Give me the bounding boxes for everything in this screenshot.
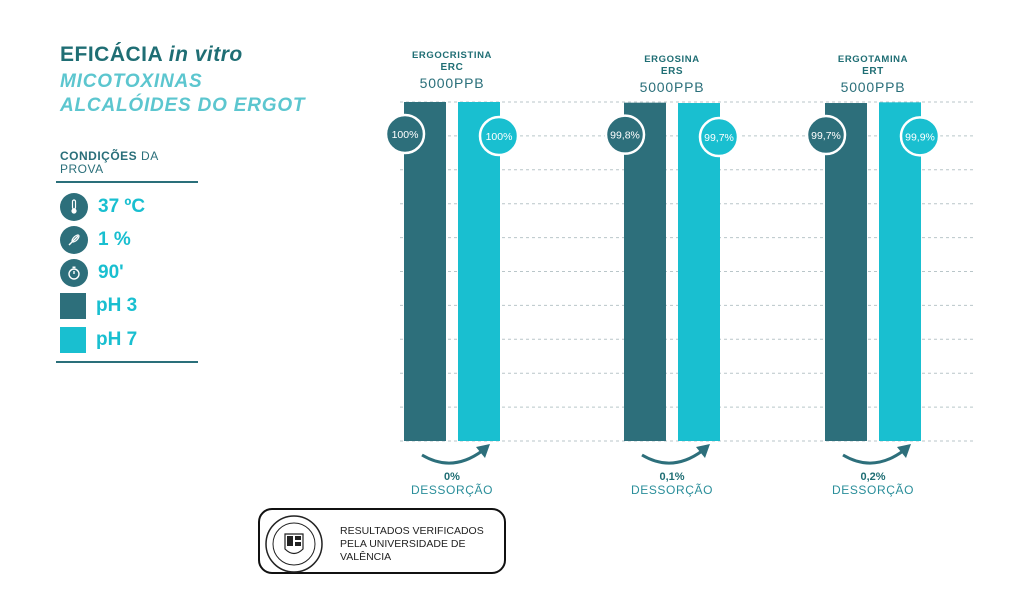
legend-ph3: pH 3: [60, 293, 137, 319]
category-code: ERC: [441, 62, 464, 73]
condition-concentration: 1 %: [60, 226, 131, 254]
legend-ph3-swatch: [60, 293, 86, 319]
condition-temperature-label: 37 ºC: [98, 196, 146, 217]
bar-ph3: [624, 102, 666, 441]
desorption-value: 0,2%: [860, 471, 885, 483]
stopwatch-icon: [60, 259, 88, 287]
value-bubble: [805, 114, 847, 156]
data-label: 99,7%: [811, 130, 841, 142]
subtitle-line-2: ALCALÓIDES DO ERGOT: [60, 95, 306, 116]
desorption-label: DESSORÇÃO: [631, 483, 713, 497]
arrow-curve: [421, 449, 483, 465]
data-label: 99,8%: [610, 130, 640, 142]
legend-ph7: pH 7: [60, 327, 137, 353]
conditions-heading-rest: DA PROVA: [60, 149, 159, 176]
value-bubble: [899, 116, 941, 157]
legend-ph7-label: pH 7: [96, 329, 138, 350]
conditions-heading-bold: CONDIÇÕES: [60, 149, 138, 163]
arrow-head: [897, 444, 911, 458]
arrow-head: [696, 444, 710, 458]
category-code: ERS: [661, 66, 683, 77]
value-bubble: [478, 115, 520, 157]
category-dose: 5000PPB: [841, 79, 906, 95]
desorption-value: 0,1%: [659, 471, 684, 483]
value-bubble: [384, 113, 426, 155]
desorption-label: DESSORÇÃO: [832, 483, 914, 497]
page-subtitle: MICOTOXINAS ALCALÓIDES DO ERGOT: [60, 70, 305, 118]
verification-text: RESULTADOS VERIFICADOS PELA UNIVERSIDADE…: [340, 525, 484, 563]
page-title: EFICÁCIA in vitro: [60, 43, 243, 67]
condition-time: 90': [60, 259, 124, 287]
bar-ph7: [458, 102, 500, 441]
category-dose: 5000PPB: [640, 79, 705, 95]
bar-ph3: [825, 103, 867, 441]
verification-badge: [258, 508, 506, 574]
desorption-label: DESSORÇÃO: [411, 483, 493, 497]
arrow-curve: [842, 449, 904, 465]
conditions-top-divider: [56, 181, 198, 183]
bar-ph3: [404, 102, 446, 441]
legend-ph7-swatch: [60, 327, 86, 353]
subtitle-line-1: MICOTOXINAS: [60, 71, 203, 92]
value-bubble: [604, 114, 646, 155]
arrow-curve: [641, 449, 703, 465]
category-dose: 5000PPB: [420, 75, 485, 91]
university-seal-icon: [265, 515, 323, 573]
category-name: ERGOCRISTINA: [412, 50, 492, 61]
title-italic: in vitro: [168, 43, 243, 66]
desorption-value: 0%: [444, 471, 460, 483]
category-name: ERGOTAMINA: [838, 54, 908, 65]
data-label: 99,7%: [704, 132, 734, 144]
category-code: ERT: [862, 66, 884, 77]
data-label: 99,9%: [905, 131, 935, 143]
title-prefix: EFICÁCIA: [60, 43, 163, 66]
conditions-bottom-divider: [56, 361, 198, 363]
category-name: ERGOSINA: [644, 54, 699, 65]
legend-ph3-label: pH 3: [96, 295, 138, 316]
conditions-heading: CONDIÇÕES DA PROVA: [60, 150, 200, 176]
condition-temperature: 37 ºC: [60, 193, 145, 221]
bar-ph7: [678, 103, 720, 441]
condition-time-label: 90': [98, 262, 124, 283]
value-bubble: [698, 116, 740, 158]
data-label: 100%: [392, 129, 419, 141]
feather-icon: [60, 226, 88, 254]
condition-concentration-label: 1 %: [98, 229, 131, 250]
data-label: 100%: [486, 131, 513, 143]
arrow-head: [476, 444, 490, 458]
bar-ph7: [879, 102, 921, 442]
thermometer-icon: [60, 193, 88, 221]
